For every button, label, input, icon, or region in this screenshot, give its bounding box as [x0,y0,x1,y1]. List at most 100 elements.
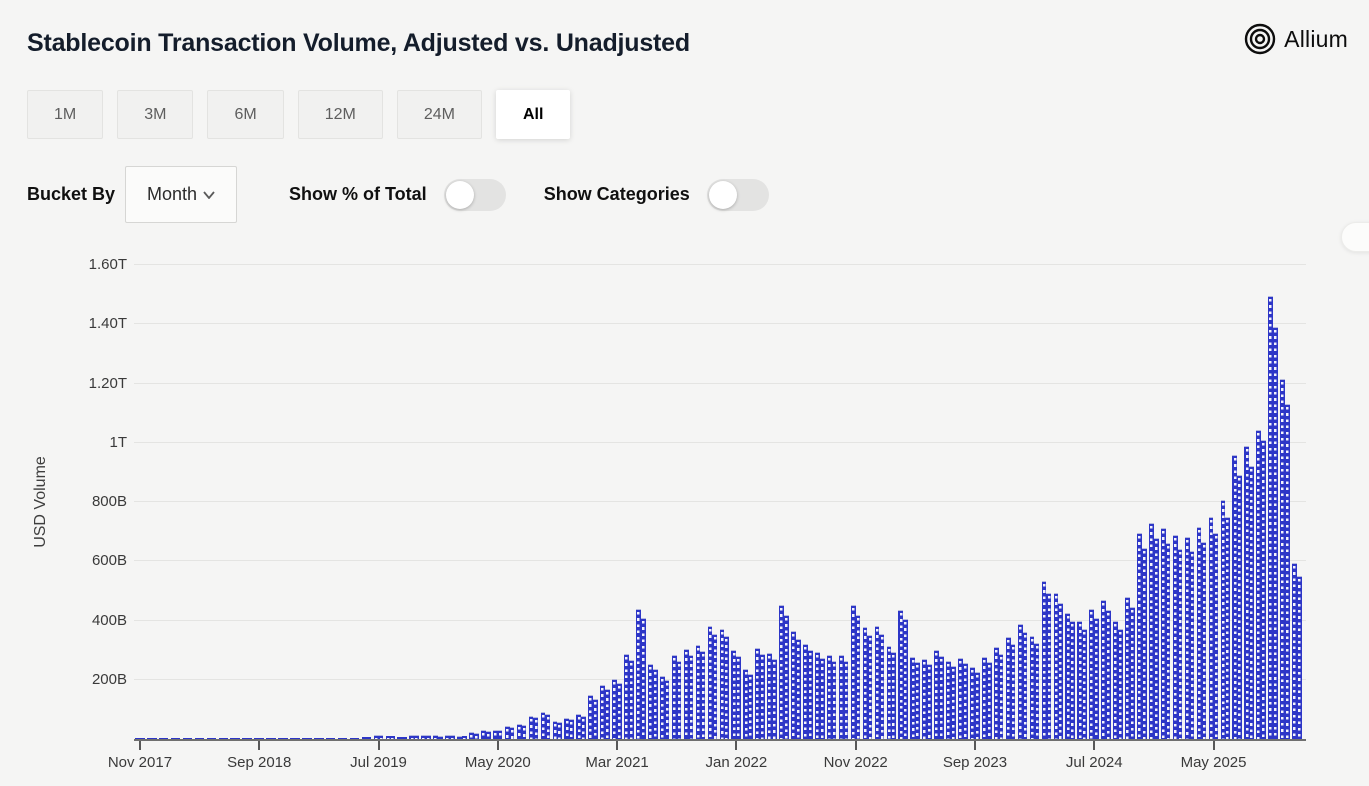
bar-adjusted[interactable] [163,738,169,739]
bar-adjusted[interactable] [223,738,229,739]
bar-unadjusted[interactable] [647,663,653,739]
bar-adjusted[interactable] [342,737,348,739]
show-percent-toggle[interactable] [443,178,506,211]
bar-adjusted[interactable] [664,680,670,739]
bar-adjusted[interactable] [259,738,264,739]
bar-unadjusted[interactable] [1148,523,1154,739]
bar-unadjusted[interactable] [480,730,486,739]
bar-adjusted[interactable] [151,738,157,739]
bar-adjusted[interactable] [1296,575,1302,739]
bar-unadjusted[interactable] [504,725,510,739]
bar-adjusted[interactable] [438,735,443,739]
bar-unadjusted[interactable] [1184,536,1190,739]
bar-unadjusted[interactable] [1196,527,1202,739]
bar-adjusted[interactable] [831,661,837,739]
bar-adjusted[interactable] [593,698,598,739]
bar-unadjusted[interactable] [361,737,367,739]
bar-unadjusted[interactable] [731,649,737,739]
range-button-all[interactable]: All [495,90,571,139]
bar-adjusted[interactable] [1082,628,1087,739]
bar-unadjusted[interactable] [433,735,439,739]
bar-adjusted[interactable] [819,657,825,739]
bar-adjusted[interactable] [616,682,622,739]
bar-adjusted[interactable] [807,650,813,739]
bar-unadjusted[interactable] [385,736,391,739]
bar-adjusted[interactable] [688,654,694,739]
bucket-by-select[interactable]: Month [125,166,238,223]
bar-unadjusted[interactable] [1101,600,1107,739]
bar-unadjusted[interactable] [624,653,629,739]
bar-adjusted[interactable] [485,731,491,739]
bar-adjusted[interactable] [1034,642,1040,739]
bar-unadjusted[interactable] [659,675,665,739]
bar-adjusted[interactable] [187,738,193,739]
bar-unadjusted[interactable] [1280,378,1285,739]
bar-adjusted[interactable] [473,733,479,739]
bar-unadjusted[interactable] [1053,593,1059,739]
bar-adjusted[interactable] [366,737,372,739]
bar-adjusted[interactable] [402,736,408,739]
bar-unadjusted[interactable] [540,711,546,739]
bar-adjusted[interactable] [605,689,610,739]
bar-adjusted[interactable] [783,614,789,739]
bar-unadjusted[interactable] [767,652,773,739]
bar-adjusted[interactable] [1070,621,1076,739]
bar-unadjusted[interactable] [254,738,260,739]
bar-adjusted[interactable] [795,638,801,739]
bar-adjusted[interactable] [271,738,276,739]
bar-adjusted[interactable] [378,735,384,739]
bar-unadjusted[interactable] [981,656,987,739]
bar-unadjusted[interactable] [564,717,570,739]
bar-adjusted[interactable] [974,671,980,739]
plot-area[interactable] [134,250,1306,739]
bar-adjusted[interactable] [1177,549,1183,739]
bar-adjusted[interactable] [235,738,241,739]
bar-adjusted[interactable] [986,662,992,739]
bar-unadjusted[interactable] [409,734,415,739]
bar-unadjusted[interactable] [218,738,224,739]
bar-adjusted[interactable] [1129,607,1135,739]
bar-unadjusted[interactable] [313,738,319,739]
bar-unadjusted[interactable] [194,738,200,739]
bar-adjusted[interactable] [557,721,563,739]
bar-adjusted[interactable] [903,619,909,739]
bar-adjusted[interactable] [199,738,205,739]
bar-unadjusted[interactable] [779,605,784,739]
bar-unadjusted[interactable] [1077,620,1083,739]
range-button-3m[interactable]: 3M [117,90,194,139]
bar-adjusted[interactable] [509,726,515,739]
bar-adjusted[interactable] [1237,474,1243,739]
bar-unadjusted[interactable] [1029,635,1035,739]
bar-unadjusted[interactable] [683,648,689,739]
bar-unadjusted[interactable] [457,735,462,739]
bar-unadjusted[interactable] [552,720,558,739]
bar-adjusted[interactable] [449,735,455,739]
bar-adjusted[interactable] [962,663,968,739]
bar-adjusted[interactable] [712,634,718,739]
bar-adjusted[interactable] [879,633,885,739]
bar-unadjusted[interactable] [958,657,963,739]
bar-unadjusted[interactable] [755,647,761,739]
bar-unadjusted[interactable] [158,738,164,739]
bar-adjusted[interactable] [1153,538,1159,739]
floating-widget-button[interactable] [1341,222,1369,252]
bar-unadjusted[interactable] [671,654,677,739]
bar-unadjusted[interactable] [373,734,379,739]
bar-unadjusted[interactable] [337,737,343,739]
bar-adjusted[interactable] [533,717,539,739]
bar-unadjusted[interactable] [707,626,713,739]
bar-unadjusted[interactable] [1041,581,1047,739]
bar-adjusted[interactable] [939,655,944,739]
bar-adjusted[interactable] [772,658,777,739]
bar-unadjusted[interactable] [922,658,928,739]
bar-unadjusted[interactable] [230,738,236,739]
bar-adjusted[interactable] [676,660,682,739]
bar-unadjusted[interactable] [1137,533,1142,739]
bar-unadjusted[interactable] [1125,597,1130,739]
bar-adjusted[interactable] [1261,439,1266,739]
bar-adjusted[interactable] [1046,593,1052,739]
bar-adjusted[interactable] [628,659,634,739]
bar-unadjusted[interactable] [826,655,832,739]
bar-adjusted[interactable] [998,653,1004,739]
bar-adjusted[interactable] [1213,532,1219,739]
